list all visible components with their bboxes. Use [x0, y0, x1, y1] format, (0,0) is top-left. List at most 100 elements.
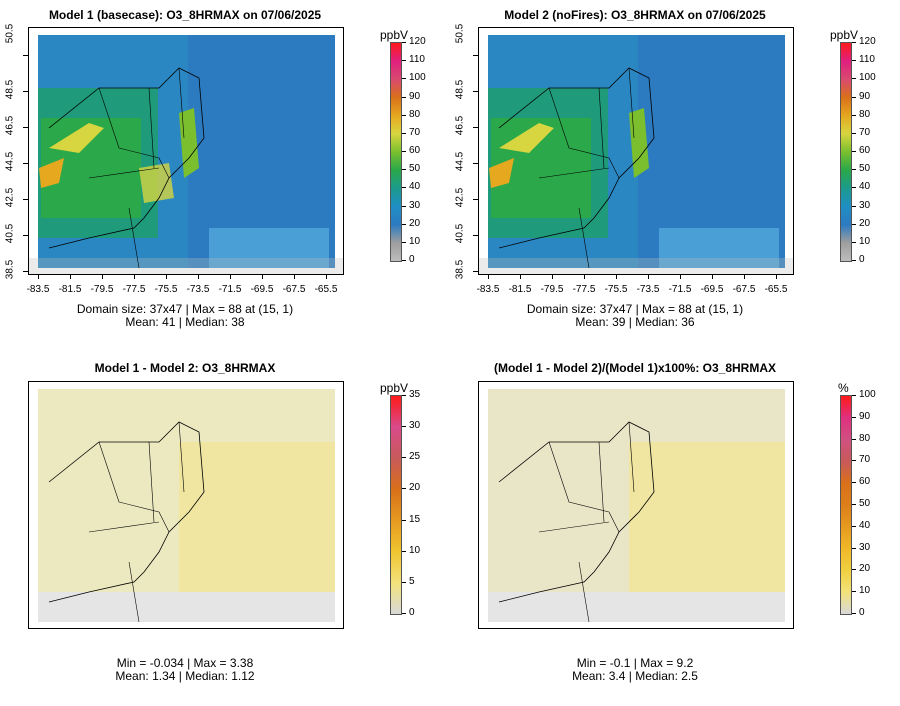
legend-tick [402, 151, 406, 152]
panel-model1: Model 1 (basecase): O3_8HRMAX on 07/06/2… [0, 0, 450, 353]
legend-tick [852, 78, 856, 79]
legend-tick [402, 187, 406, 188]
legend-tick-label: 50 [859, 163, 871, 174]
color-legend [390, 395, 402, 615]
legend-tick [852, 206, 856, 207]
legend-tick [852, 133, 856, 134]
legend-tick [852, 187, 856, 188]
legend-tick-label: 40 [859, 520, 871, 531]
legend-tick [852, 548, 856, 549]
legend-tick-label: 40 [859, 181, 871, 192]
legend-tick [402, 520, 406, 521]
legend-tick [852, 151, 856, 152]
legend-tick [852, 460, 856, 461]
y-tick-label: 44.5 [4, 151, 16, 172]
panel-title: Model 2 (noFires): O3_8HRMAX on 07/06/20… [504, 8, 766, 22]
legend-tick [402, 133, 406, 134]
legend-tick-label: 30 [859, 200, 871, 211]
legend-tick [402, 395, 406, 396]
x-tick-label: -79.5 [540, 284, 564, 295]
legend-tick [402, 242, 406, 243]
legend-tick-label: 60 [859, 145, 871, 156]
legend-tick [402, 78, 406, 79]
x-tick-label: -81.5 [58, 284, 82, 295]
y-tick-label: 50.5 [4, 23, 16, 44]
legend-tick-label: 10 [409, 545, 421, 556]
x-tick-label: -65.5 [764, 284, 788, 295]
legend-tick [852, 417, 856, 418]
y-tick-label: 44.5 [454, 151, 466, 172]
legend-tick [402, 426, 406, 427]
legend-tick-label: 60 [859, 476, 871, 487]
stats-line-2: Mean: 41 | Median: 38 [125, 315, 245, 329]
legend-tick [402, 115, 406, 116]
legend-tick-label: 90 [409, 91, 421, 102]
legend-tick-label: 100 [859, 72, 876, 83]
legend-tick [852, 439, 856, 440]
legend-tick-label: 50 [409, 163, 421, 174]
y-tick-label: 42.5 [4, 187, 16, 208]
y-tick-label: 38.5 [454, 259, 466, 280]
legend-tick-label: 0 [859, 607, 865, 618]
legend-tick [402, 60, 406, 61]
panel-difference: Model 1 - Model 2: O3_8HRMAX Min = -0.03… [0, 353, 450, 706]
legend-tick [852, 42, 856, 43]
legend-tick-label: 70 [859, 454, 871, 465]
legend-tick-label: 25 [409, 451, 421, 462]
legend-tick-label: 120 [409, 36, 426, 47]
legend-tick-label: 90 [859, 91, 871, 102]
legend-tick-label: 30 [409, 200, 421, 211]
x-tick-label: -67.5 [282, 284, 306, 295]
panel-title: Model 1 (basecase): O3_8HRMAX on 07/06/2… [48, 8, 322, 22]
legend-tick-label: 15 [409, 514, 421, 525]
legend-unit: ppbV [380, 381, 409, 395]
legend-tick [402, 457, 406, 458]
legend-tick-label: 20 [859, 563, 871, 574]
color-legend [840, 395, 852, 615]
legend-tick-label: 110 [409, 54, 425, 65]
map-plot [28, 27, 344, 275]
legend-tick [852, 482, 856, 483]
x-tick-label: -73.5 [186, 284, 210, 295]
map-plot [478, 381, 794, 629]
legend-tick-label: 10 [859, 236, 871, 247]
legend-tick-label: 60 [409, 145, 421, 156]
y-tick-label: 42.5 [454, 187, 466, 208]
x-tick-label: -81.5 [508, 284, 532, 295]
legend-unit: ppbV [830, 28, 859, 42]
legend-tick-label: 10 [859, 585, 871, 596]
legend-tick [402, 224, 406, 225]
y-tick-label: 46.5 [4, 115, 16, 136]
legend-tick [852, 613, 856, 614]
y-tick-label: 38.5 [4, 259, 16, 280]
legend-tick-label: 70 [859, 127, 871, 138]
legend-tick [852, 526, 856, 527]
legend-tick-label: 40 [409, 181, 421, 192]
legend-tick [852, 97, 856, 98]
panel-title: (Model 1 - Model 2)/(Model 1)x100%: O3_8… [493, 361, 777, 375]
legend-tick-label: 90 [859, 411, 871, 422]
legend-tick [852, 224, 856, 225]
legend-tick [402, 206, 406, 207]
x-tick-label: -67.5 [732, 284, 756, 295]
map-plot [478, 27, 794, 275]
legend-tick-label: 0 [859, 254, 865, 265]
x-tick-label: -83.5 [26, 284, 50, 295]
legend-tick [402, 582, 406, 583]
legend-tick-label: 20 [859, 218, 871, 229]
legend-tick-label: 5 [409, 576, 415, 587]
legend-tick [402, 551, 406, 552]
panel-title: Model 1 - Model 2: O3_8HRMAX [94, 361, 276, 375]
legend-tick [402, 42, 406, 43]
x-tick-label: -75.5 [604, 284, 628, 295]
x-tick-label: -77.5 [122, 284, 146, 295]
x-tick-label: -69.5 [250, 284, 274, 295]
stats-line-1: Min = -0.034 | Max = 3.38 [116, 656, 254, 670]
percent-difference-map [479, 382, 793, 628]
legend-tick-label: 50 [859, 498, 871, 509]
x-tick-label: -69.5 [700, 284, 724, 295]
map-plot [28, 381, 344, 629]
legend-tick-label: 80 [409, 109, 421, 120]
legend-tick-label: 110 [859, 54, 875, 65]
y-tick-label: 50.5 [454, 23, 466, 44]
